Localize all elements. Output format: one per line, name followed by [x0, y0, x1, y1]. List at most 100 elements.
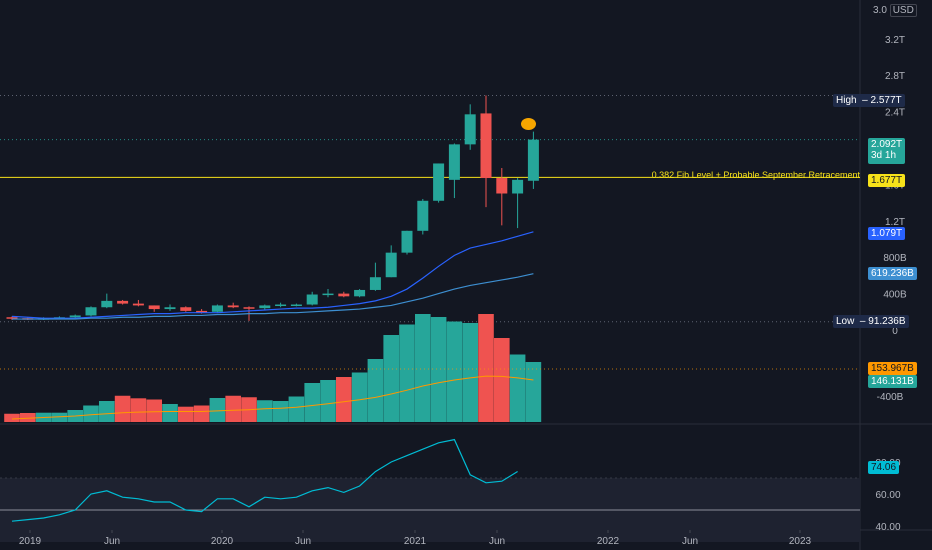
volume-ma-tag: 153.967B: [868, 362, 917, 375]
moving-average-2-line[interactable]: [12, 273, 534, 320]
time-axis-label: Jun: [104, 536, 120, 547]
volume-bar[interactable]: [336, 377, 352, 422]
axes: 3.2T2.8T2.4T1.6T1.2T800B400B0-400B-800B8…: [19, 35, 907, 547]
event-marker-icon[interactable]: [521, 118, 536, 130]
candle-body[interactable]: [385, 252, 397, 278]
candle-body[interactable]: [527, 139, 539, 181]
candle-body[interactable]: [401, 230, 413, 253]
time-axis-label: 2019: [19, 536, 42, 547]
volume-bar[interactable]: [4, 413, 20, 422]
volume-bar[interactable]: [51, 412, 68, 422]
volume-bar[interactable]: [304, 383, 320, 422]
volume-bar[interactable]: [509, 354, 526, 423]
volume-bar[interactable]: [130, 398, 147, 422]
volume-bar[interactable]: [494, 338, 510, 422]
volume-bar[interactable]: [415, 314, 431, 422]
price-tick-label: 800B: [883, 253, 907, 264]
candle-body[interactable]: [338, 293, 350, 297]
fib-annotation[interactable]: 0.382 Fib Level + Probable September Ret…: [651, 170, 860, 180]
rsi-pane[interactable]: [0, 438, 860, 542]
price-tick-label: 400B: [883, 290, 907, 301]
volume-bar[interactable]: [320, 380, 336, 422]
candle-body[interactable]: [448, 144, 460, 180]
candle-body[interactable]: [259, 305, 271, 309]
candle-body[interactable]: [180, 307, 192, 311]
volume-bar[interactable]: [430, 317, 447, 422]
currency-code: USD: [889, 4, 917, 17]
time-axis-label: 2023: [789, 536, 812, 547]
candle-body[interactable]: [480, 113, 492, 179]
volume-bar[interactable]: [99, 401, 115, 422]
candle-body[interactable]: [290, 304, 302, 307]
volume-bar[interactable]: [146, 399, 162, 423]
candle-body[interactable]: [275, 304, 287, 307]
rsi-tick-label: 40.00: [875, 522, 900, 533]
currency-label[interactable]: 3.0 USD: [873, 4, 917, 17]
volume-bar[interactable]: [83, 405, 99, 423]
rsi-value: 74.06: [871, 462, 897, 473]
volume-bar[interactable]: [399, 324, 415, 423]
candle-body[interactable]: [148, 305, 160, 310]
time-axis-label: 2020: [211, 536, 234, 547]
volume-ma-line[interactable]: [11, 375, 534, 420]
candle-body[interactable]: [322, 293, 334, 296]
volume-bar[interactable]: [20, 413, 36, 422]
candle-body[interactable]: [512, 179, 524, 194]
candle-body[interactable]: [101, 300, 113, 308]
candle-body[interactable]: [211, 305, 223, 312]
candle-body[interactable]: [227, 305, 239, 308]
candle-body[interactable]: [464, 114, 476, 145]
candle-body[interactable]: [354, 289, 366, 297]
candle-body[interactable]: [6, 317, 18, 319]
candle-body[interactable]: [196, 310, 208, 313]
moving-average-1-line[interactable]: [11, 231, 534, 319]
volume-bar[interactable]: [367, 359, 384, 422]
last-price-value: 2.092T: [871, 139, 903, 150]
high-value: 2.577T: [870, 95, 902, 106]
candle-body[interactable]: [306, 294, 318, 305]
volume-bar[interactable]: [162, 404, 178, 422]
candle-body[interactable]: [433, 163, 445, 201]
rsi-value-tag: 74.06: [868, 461, 900, 474]
price-pane[interactable]: [0, 94, 860, 323]
volume-bar[interactable]: [288, 396, 305, 423]
volume-bar[interactable]: [178, 406, 194, 422]
volume-bar[interactable]: [257, 400, 273, 422]
volume-tick-label: -400B: [877, 392, 904, 403]
candle-body[interactable]: [117, 300, 129, 304]
volume-bar[interactable]: [446, 321, 463, 423]
fib-price-tag: 1.677T: [868, 174, 906, 187]
ma2-value: 619.236B: [871, 268, 914, 279]
volume-bar[interactable]: [351, 372, 368, 423]
volume-bar[interactable]: [525, 362, 542, 422]
candle-body[interactable]: [417, 200, 429, 231]
low-value: 91.236B: [868, 316, 906, 327]
candle-body[interactable]: [496, 178, 508, 194]
price-tick-label: 2.8T: [885, 71, 905, 82]
candle-body[interactable]: [369, 277, 381, 290]
candle-body[interactable]: [69, 315, 81, 318]
candle-body[interactable]: [164, 307, 176, 310]
candle-body[interactable]: [85, 307, 97, 316]
volume-bar[interactable]: [209, 398, 226, 422]
volume-bar[interactable]: [383, 335, 399, 422]
volume-bar[interactable]: [193, 405, 210, 423]
volume-pane[interactable]: [0, 314, 860, 422]
candle-body[interactable]: [132, 303, 144, 306]
time-axis-label: 2021: [404, 536, 427, 547]
volume-bar[interactable]: [462, 323, 478, 422]
low-price-tag: Low – 91.236B: [833, 315, 909, 328]
candle-body[interactable]: [243, 307, 255, 309]
rsi-line[interactable]: [11, 438, 518, 522]
volume-bar[interactable]: [272, 401, 289, 422]
volume-bar[interactable]: [478, 314, 494, 422]
volume-bar[interactable]: [114, 395, 131, 422]
time-axis-label: Jun: [295, 536, 311, 547]
price-tick-label: 3.2T: [885, 35, 905, 46]
fib-price-value: 1.677T: [871, 175, 903, 186]
high-price-tag: High – 2.577T: [833, 94, 905, 107]
rsi-tick-label: 60.00: [875, 490, 900, 501]
volume-bar[interactable]: [225, 395, 241, 422]
price-tick-label: 0: [892, 326, 898, 337]
